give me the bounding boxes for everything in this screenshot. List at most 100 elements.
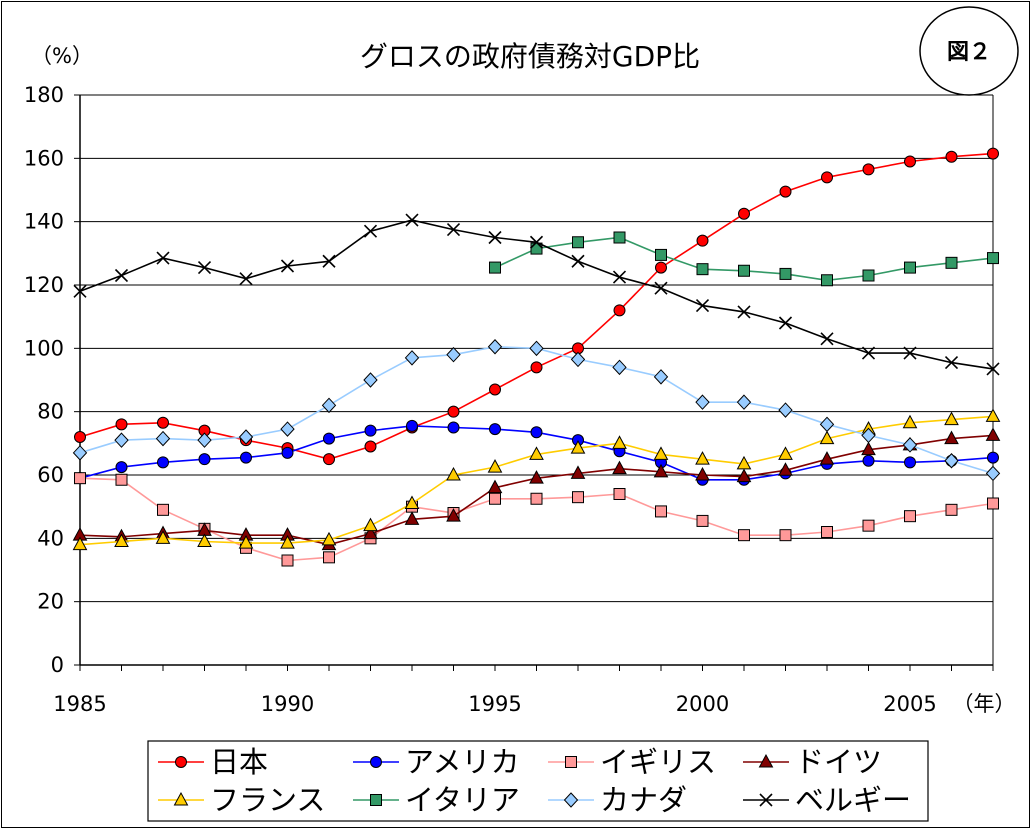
data-point xyxy=(529,446,544,460)
legend-label: ドイツ xyxy=(795,745,882,779)
y-tick-label: 100 xyxy=(24,336,64,360)
data-point xyxy=(529,340,544,357)
legend-label: 日本 xyxy=(210,745,268,779)
legend-item: フランス xyxy=(158,783,325,817)
legend-label: カナダ xyxy=(600,783,687,817)
data-point xyxy=(944,356,959,370)
data-point xyxy=(987,252,999,265)
data-point xyxy=(446,223,461,237)
data-point xyxy=(446,466,461,481)
data-point xyxy=(323,432,335,445)
data-point xyxy=(487,479,503,494)
legend-box xyxy=(147,740,929,822)
y-tick-label: 160 xyxy=(24,146,64,170)
y-axis-unit-label: （%） xyxy=(31,44,93,68)
data-point xyxy=(778,316,793,330)
series-3 xyxy=(72,427,1001,551)
data-point xyxy=(736,455,752,470)
data-point xyxy=(115,418,128,431)
data-point xyxy=(862,454,875,467)
data-point xyxy=(986,362,1000,376)
data-point xyxy=(862,519,875,532)
legend-item: 日本 xyxy=(158,745,268,779)
legend-swatch-marker xyxy=(759,793,773,807)
data-point xyxy=(572,491,584,504)
data-point xyxy=(696,234,709,247)
data-point xyxy=(653,463,669,478)
data-point xyxy=(903,346,917,360)
data-point xyxy=(987,147,999,160)
series-layer xyxy=(72,147,1001,567)
x-tick-label: 1995 xyxy=(468,692,521,716)
data-point xyxy=(447,421,460,434)
data-point xyxy=(571,254,585,268)
legend-item: ベルギー xyxy=(743,783,911,817)
data-point xyxy=(156,251,170,265)
data-point xyxy=(654,281,668,295)
data-point xyxy=(945,256,958,269)
data-point xyxy=(570,351,586,368)
data-point xyxy=(736,394,752,410)
x-tick-label: 2005 xyxy=(883,692,936,716)
legend-swatch-marker xyxy=(565,756,577,768)
data-point xyxy=(779,267,792,280)
data-point xyxy=(987,497,999,510)
data-point xyxy=(529,235,544,249)
data-point xyxy=(904,510,916,523)
data-point xyxy=(612,435,627,449)
data-point xyxy=(446,508,461,522)
data-point xyxy=(861,427,876,444)
data-point xyxy=(198,453,211,466)
data-point xyxy=(570,440,586,454)
legend-swatch-marker xyxy=(173,791,189,806)
x-tick-label: 1990 xyxy=(261,692,314,716)
data-point xyxy=(862,163,875,176)
data-point xyxy=(778,446,793,460)
y-tick-label: 80 xyxy=(37,400,64,424)
data-point xyxy=(280,535,295,549)
data-point xyxy=(655,248,667,261)
data-point xyxy=(114,533,129,547)
data-point xyxy=(945,150,958,163)
data-point xyxy=(819,430,835,445)
data-point xyxy=(779,185,792,198)
data-point xyxy=(904,456,916,469)
data-point xyxy=(985,408,1001,422)
legend-label: イギリス xyxy=(600,745,716,779)
data-point xyxy=(281,554,294,567)
data-point xyxy=(197,432,212,448)
data-point xyxy=(323,551,335,564)
data-point xyxy=(114,268,129,283)
legend-swatch-marker xyxy=(175,756,187,768)
data-point xyxy=(489,423,501,436)
legend-label: ベルギー xyxy=(795,783,911,817)
legend-item: イタリア xyxy=(353,783,520,817)
y-tick-label: 40 xyxy=(37,526,64,550)
y-tick-label: 140 xyxy=(24,210,64,234)
data-point xyxy=(985,427,1001,441)
data-point xyxy=(73,284,87,298)
data-point xyxy=(737,305,751,319)
data-point xyxy=(489,383,501,396)
data-point xyxy=(572,236,584,249)
data-point xyxy=(778,462,793,476)
series-line xyxy=(79,477,994,562)
data-point xyxy=(363,525,378,540)
data-point xyxy=(695,451,710,465)
data-point xyxy=(404,511,420,525)
data-point xyxy=(695,466,710,481)
data-point xyxy=(157,456,169,469)
data-point xyxy=(197,533,212,547)
legend-label: アメリカ xyxy=(405,745,520,779)
data-point xyxy=(612,359,627,376)
data-point xyxy=(321,531,337,546)
y-tick-label: 180 xyxy=(24,83,64,107)
series-2 xyxy=(74,472,999,567)
data-point xyxy=(487,339,503,355)
data-point xyxy=(487,459,503,473)
data-point xyxy=(904,155,916,168)
series-line xyxy=(79,152,994,461)
